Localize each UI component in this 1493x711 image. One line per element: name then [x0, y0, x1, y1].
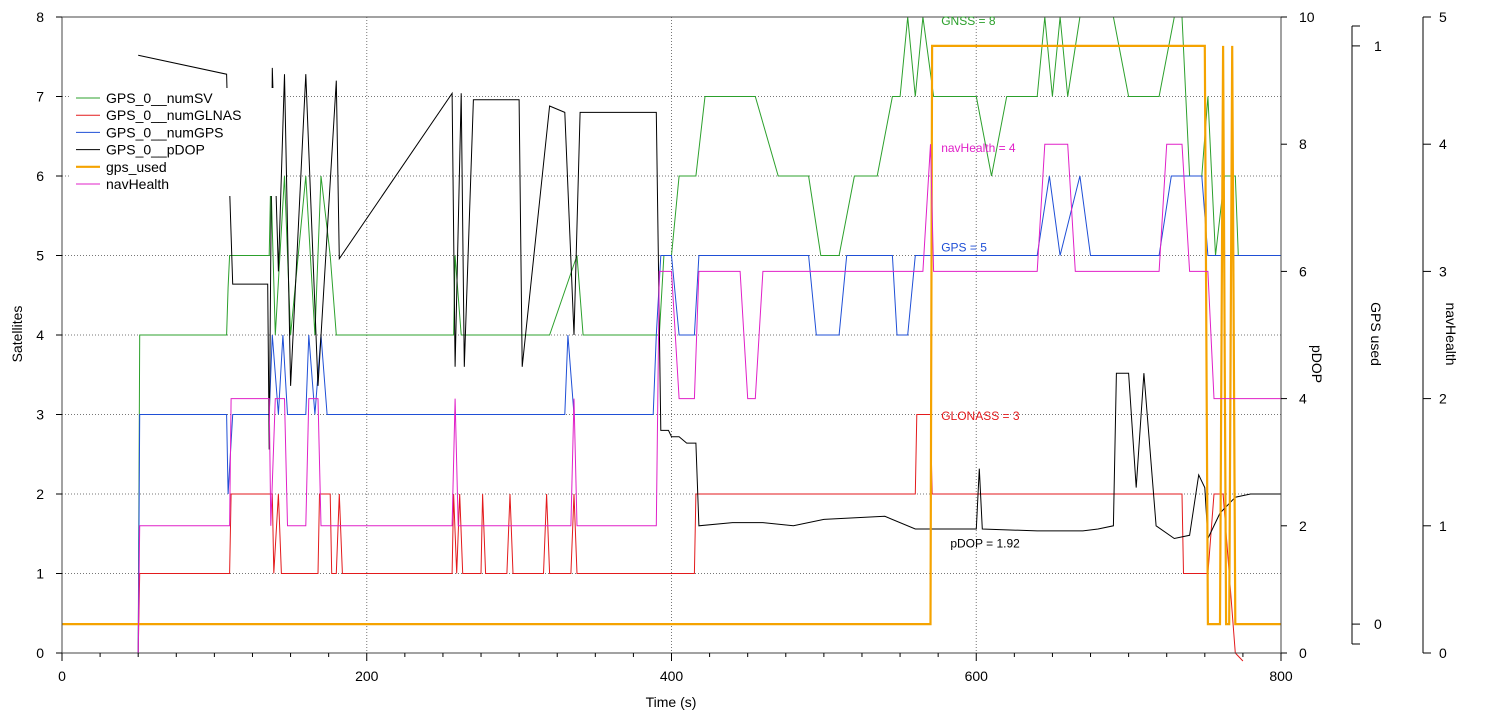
legend: GPS_0__numSVGPS_0__numGLNASGPS_0__numGPS…: [70, 88, 280, 196]
x-axis-label: Time (s): [646, 694, 697, 710]
legend-box: [70, 88, 280, 196]
series-line-gps-0-numglnas: [62, 414, 1244, 662]
x-tick-label: 0: [58, 668, 66, 684]
y-tick-label-satellites: 6: [36, 168, 44, 184]
x-tick-label: 800: [1269, 668, 1293, 684]
x-tick-label: 600: [965, 668, 989, 684]
y-tick-label-navhealth: 5: [1439, 9, 1447, 25]
series-line-gps-0-numgps: [62, 175, 1281, 654]
series-layer: [62, 16, 1281, 662]
y-axis-label-navhealth: navHealth: [1443, 302, 1459, 365]
annotation-label: pDOP = 1.92: [950, 536, 1020, 550]
y-tick-label-pdop: 10: [1299, 9, 1315, 25]
legend-label: gps_used: [106, 159, 167, 175]
legend-label: GPS_0__pDOP: [106, 142, 205, 158]
y-tick-label-pdop: 0: [1299, 645, 1307, 661]
legend-label: GPS_0__numGLNAS: [106, 107, 241, 123]
y-tick-label-satellites: 3: [36, 407, 44, 423]
annotation-label: navHealth = 4: [941, 141, 1016, 155]
y-tick-label-navhealth: 2: [1439, 391, 1447, 407]
y-tick-label-navhealth: 1: [1439, 518, 1447, 534]
y-tick-label-pdop: 8: [1299, 136, 1307, 152]
y-tick-label-gps-used: 1: [1374, 38, 1382, 54]
annotation-label: GPS = 5: [941, 241, 987, 255]
y-axis-label-satellites: Satellites: [9, 306, 25, 363]
y-tick-label-pdop: 2: [1299, 518, 1307, 534]
annotation-label: GLONASS = 3: [941, 409, 1020, 423]
x-tick-label: 200: [355, 668, 379, 684]
annotation-label: GNSS = 8: [941, 14, 996, 28]
y-tick-label-satellites: 2: [36, 486, 44, 502]
y-tick-label-navhealth: 4: [1439, 136, 1447, 152]
x-tick-label: 400: [660, 668, 684, 684]
y-axis-label-gps-used: GPS used: [1368, 302, 1384, 366]
y-tick-label-pdop: 4: [1299, 391, 1307, 407]
y-tick-label-pdop: 6: [1299, 263, 1307, 279]
y-tick-label-satellites: 0: [36, 645, 44, 661]
y-tick-label-gps-used: 0: [1374, 616, 1382, 632]
series-line-navhealth: [62, 143, 1281, 654]
y-tick-label-satellites: 1: [36, 566, 44, 582]
y-tick-label-navhealth: 0: [1439, 645, 1447, 661]
y-tick-label-satellites: 5: [36, 248, 44, 264]
y-tick-label-satellites: 7: [36, 89, 44, 105]
series-line-gps-0-pdop: [138, 54, 1281, 541]
y-tick-label-satellites: 4: [36, 327, 44, 343]
legend-label: navHealth: [106, 176, 169, 192]
y-tick-label-satellites: 8: [36, 9, 44, 25]
legend-label: GPS_0__numGPS: [106, 124, 224, 140]
y-tick-label-navhealth: 3: [1439, 263, 1447, 279]
series-line-gps-used: [62, 44, 1281, 626]
legend-label: GPS_0__numSV: [106, 90, 213, 106]
y-axis-label-pdop: pDOP: [1309, 345, 1325, 383]
series-line-gps-0-numsv: [62, 16, 1281, 654]
annotations: GNSS = 8 navHealth = 4 GPS = 5 GLONASS = 3 p…: [941, 14, 1020, 550]
